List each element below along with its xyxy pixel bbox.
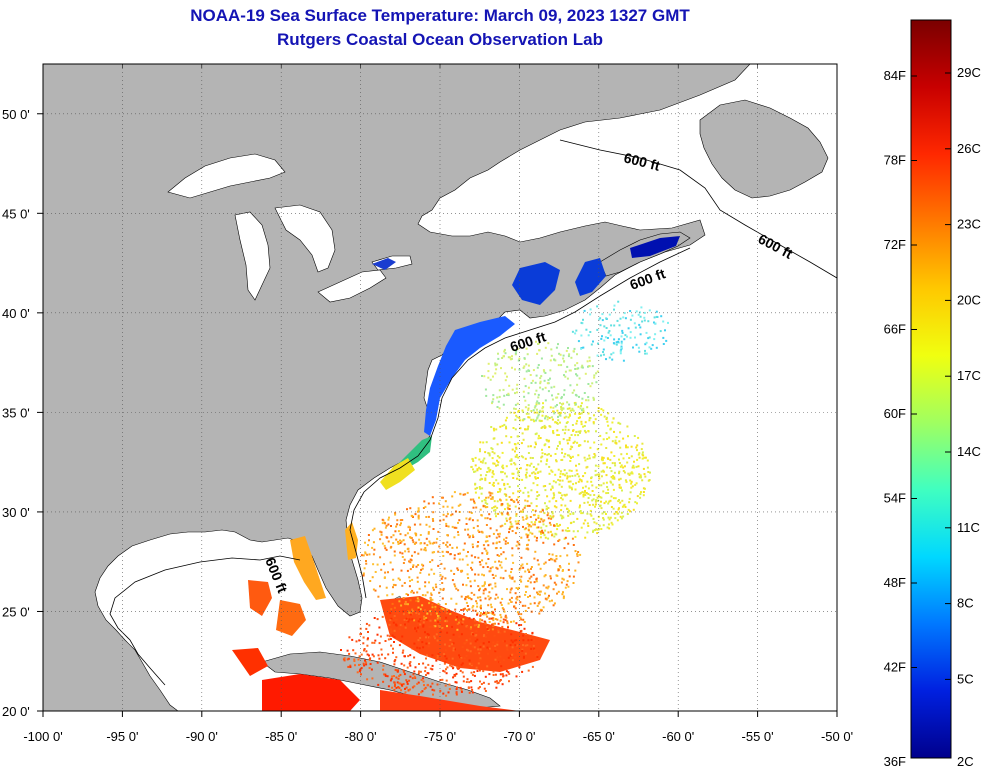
colorbar-c-label: 17C — [957, 368, 981, 383]
colorbar-c-label: 29C — [957, 65, 981, 80]
contour-line-shelf — [349, 247, 691, 599]
longitude-axis: -100 0' -95 0' -90 0' -85 0' -80 0' -75 0' -70… — [23, 711, 853, 744]
colorbar-f-label: 72F — [884, 237, 906, 252]
colorbar-f-label: 78F — [884, 153, 906, 168]
colorbar-c-label: 8C — [957, 596, 974, 611]
sst-bay-of-fundy — [575, 258, 606, 296]
sst-bahamas-region — [380, 596, 550, 672]
sst-data-layer — [232, 236, 680, 711]
lon-tick-label: -60 0' — [662, 729, 694, 744]
lon-tick-label: -65 0' — [583, 729, 615, 744]
sst-scatter-south-atlantic — [360, 491, 582, 631]
sst-gulf-patch-2 — [276, 600, 306, 636]
contour-line-atlantic — [559, 139, 837, 279]
lat-tick-label: 35 0' — [2, 405, 30, 420]
sst-scatter-slope — [571, 300, 669, 362]
latitude-axis: 50 0' 45 0' 40 0' 35 0' 30 0' 25 0' 20 0' — [2, 107, 43, 719]
sst-florida-gulf-shelf — [290, 536, 326, 600]
land-north-america — [43, 64, 751, 711]
colorbar-c-label: 11C — [957, 520, 980, 535]
colorbar — [910, 19, 952, 759]
colorbar-c-label: 5C — [957, 671, 974, 686]
colorbar-f-label: 36F — [884, 754, 906, 769]
title-line-1: NOAA-19 Sea Surface Temperature: March 0… — [190, 6, 690, 25]
lon-tick-label: -90 0' — [186, 729, 218, 744]
colorbar-c-label: 14C — [957, 444, 981, 459]
colorbar-c-label: 26C — [957, 141, 981, 156]
sst-mid-atlantic-shelf — [424, 316, 515, 436]
sst-gulf-of-maine — [512, 262, 560, 305]
land-cuba — [261, 651, 501, 709]
sst-gulf-stream-north — [380, 458, 415, 490]
colorbar-f-label: 48F — [884, 575, 906, 590]
colorbar-celsius-labels: 29C 26C 23C 20C 17C 14C 11C 8C 5C 2C — [945, 65, 981, 769]
lat-tick-label: 50 0' — [2, 107, 30, 122]
lake-superior — [167, 153, 286, 199]
colorbar-f-label: 66F — [884, 322, 906, 337]
sst-scatter-sargasso — [470, 401, 651, 540]
colorbar-c-label: 2C — [957, 754, 974, 769]
contour-line-gulf — [109, 555, 301, 686]
lake-erie-ontario — [317, 255, 413, 303]
sst-gulf-patch-1 — [248, 580, 272, 616]
lon-tick-label: -75 0' — [424, 729, 456, 744]
lon-tick-label: -50 0' — [821, 729, 853, 744]
land-newfoundland — [699, 99, 829, 199]
lon-tick-label: -70 0' — [503, 729, 535, 744]
lat-tick-label: 30 0' — [2, 505, 30, 520]
lon-tick-label: -80 0' — [345, 729, 377, 744]
lat-tick-label: 40 0' — [2, 306, 30, 321]
colorbar-f-label: 60F — [884, 406, 906, 421]
colorbar-f-label: 42F — [884, 660, 906, 675]
lon-tick-label: -85 0' — [265, 729, 297, 744]
colorbar-f-label: 84F — [884, 68, 906, 83]
title-line-2: Rutgers Coastal Ocean Observation Lab — [277, 30, 603, 49]
sst-caribbean-south — [380, 690, 520, 711]
colorbar-f-label: 54F — [884, 491, 906, 506]
sst-florida-atlantic — [345, 522, 358, 560]
colorbar-fahrenheit-labels: 84F 78F 72F 66F 60F 54F 48F 42F 36F — [884, 68, 917, 769]
lon-tick-label: -95 0' — [106, 729, 138, 744]
lon-tick-label: -100 0' — [23, 729, 62, 744]
sst-yucatan — [232, 648, 268, 676]
lake-michigan-huron — [234, 204, 336, 301]
sst-scatter-caribbean — [340, 608, 539, 697]
lat-tick-label: 20 0' — [2, 704, 30, 719]
colorbar-c-label: 20C — [957, 292, 981, 307]
sst-lake-ontario — [372, 258, 396, 270]
lat-tick-label: 45 0' — [2, 206, 30, 221]
colorbar-c-label: 23C — [957, 217, 981, 232]
lat-tick-label: 25 0' — [2, 604, 30, 619]
sst-scotian-shelf — [630, 236, 680, 258]
lon-tick-label: -55 0' — [742, 729, 774, 744]
sst-scatter-mid — [481, 340, 599, 422]
sst-caribbean-west — [262, 674, 360, 711]
